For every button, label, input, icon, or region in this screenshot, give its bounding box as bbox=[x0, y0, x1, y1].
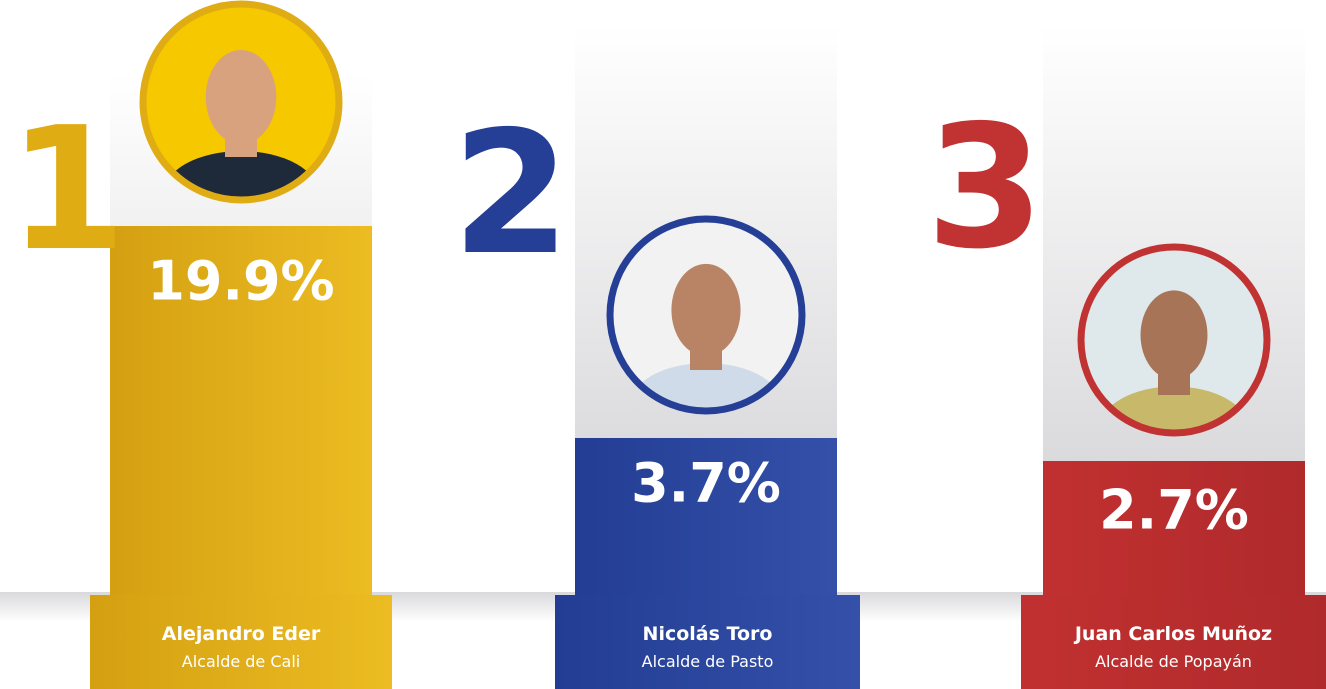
percentage: 19.9% bbox=[147, 250, 334, 313]
rank-number: 3 bbox=[926, 89, 1038, 287]
rank-number: 2 bbox=[452, 95, 564, 293]
candidate-role: Alcalde de Popayán bbox=[1095, 652, 1252, 671]
candidate-name: Nicolás Toro bbox=[643, 623, 773, 645]
percentage: 2.7% bbox=[1099, 479, 1249, 542]
face bbox=[206, 50, 277, 144]
rank-number: 1 bbox=[8, 91, 120, 289]
candidate-role: Alcalde de Pasto bbox=[642, 652, 774, 671]
candidate-role: Alcalde de Cali bbox=[182, 652, 300, 671]
podium: 1 19.9% Alejandro Eder Alcalde de Cali 2 3.7%… bbox=[0, 0, 1326, 689]
podium-infographic: 1 19.9% Alejandro Eder Alcalde de Cali 2 3.7%… bbox=[0, 0, 1326, 689]
face bbox=[671, 264, 740, 356]
percentage: 3.7% bbox=[631, 452, 781, 515]
candidate-name: Juan Carlos Muñoz bbox=[1073, 623, 1272, 645]
face bbox=[1141, 290, 1208, 379]
candidate-name: Alejandro Eder bbox=[162, 623, 321, 645]
